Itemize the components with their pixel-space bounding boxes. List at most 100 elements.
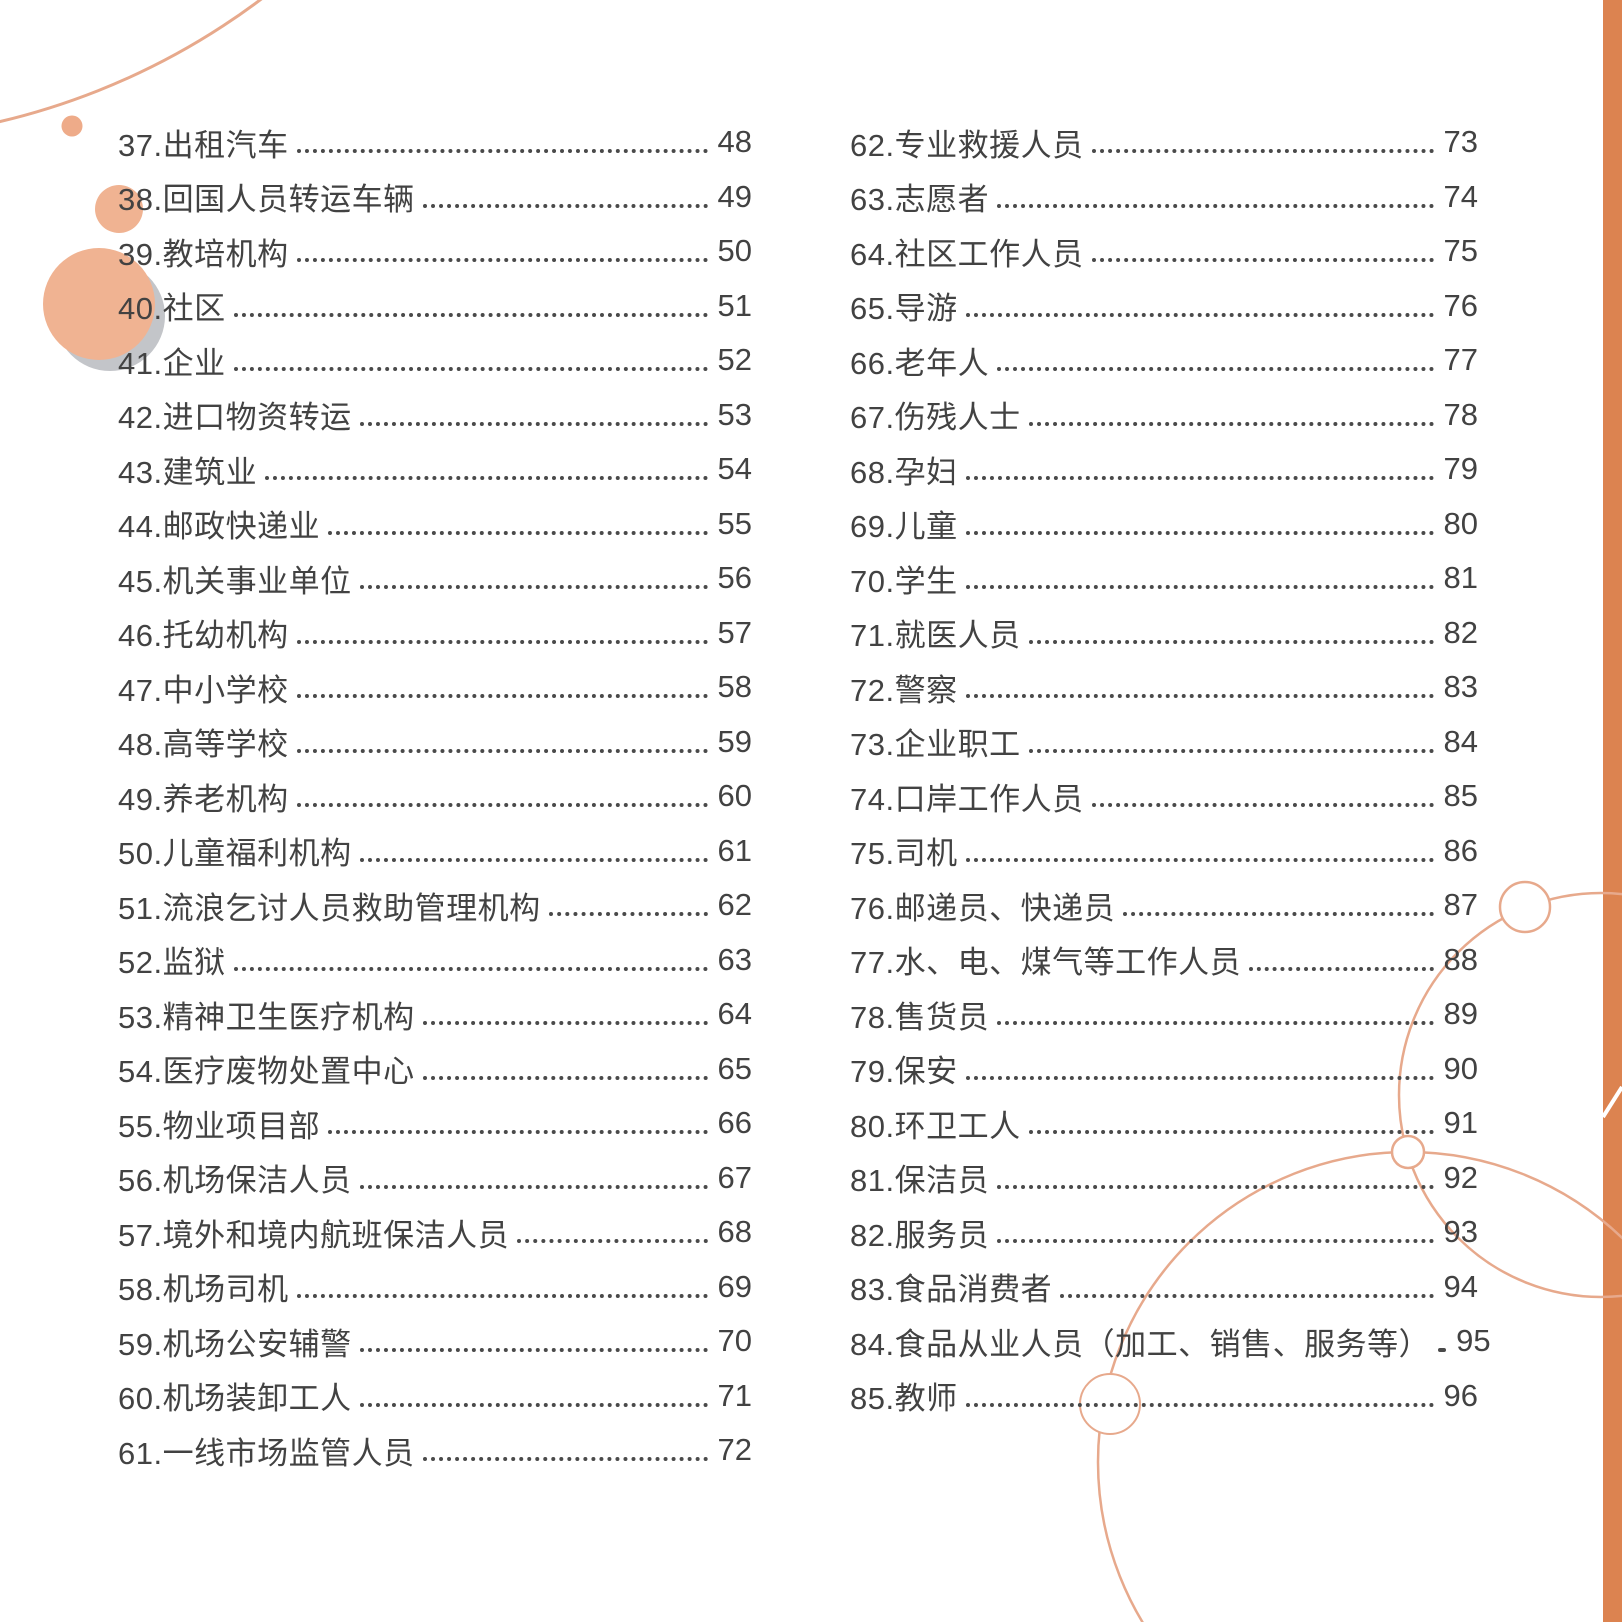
toc-entry-page: 82 — [1443, 614, 1478, 650]
dot-leader — [1123, 912, 1434, 917]
toc-entry-title: 84.食品从业人员（加工、销售、服务等） — [850, 1326, 1431, 1362]
accent-bar — [1603, 0, 1622, 1622]
toc-entry-page: 68 — [717, 1214, 752, 1250]
toc-entry-page: 91 — [1443, 1105, 1478, 1141]
toc-entry-page: 73 — [1443, 124, 1478, 160]
dot-leader — [359, 1402, 708, 1407]
toc-entry-title: 46.托幼机构 — [118, 618, 289, 654]
dot-leader — [296, 258, 708, 263]
toc-entry-title: 81.保洁员 — [850, 1163, 990, 1199]
toc-entry: 39.教培机构 50 — [118, 224, 752, 279]
toc-entry-title: 71.就医人员 — [850, 618, 1021, 654]
toc-column-left: 37.出租汽车 48 38.回国人员转运车辆 49 39.教培机构 50 40.社区 51 41… — [118, 115, 752, 1478]
dot-leader — [233, 312, 708, 317]
dot-leader — [359, 421, 708, 426]
toc-entry: 72.警察 83 — [850, 660, 1478, 715]
toc-entry: 75.司机 86 — [850, 824, 1478, 879]
dot-leader — [997, 1184, 1434, 1189]
toc-entry: 76.邮递员、快递员 87 — [850, 878, 1478, 933]
dot-leader — [517, 1239, 708, 1244]
dot-leader — [422, 1457, 708, 1462]
dot-leader — [265, 476, 708, 481]
toc-entry: 77.水、电、煤气等工作人员 88 — [850, 933, 1478, 988]
toc-entry-page: 58 — [717, 669, 752, 705]
toc-entry-page: 89 — [1443, 996, 1478, 1032]
toc-entry-page: 49 — [717, 178, 752, 214]
toc-entry: 54.医疗废物处置中心 65 — [118, 1042, 752, 1097]
toc-entry-title: 42.进口物资转运 — [118, 400, 352, 436]
toc-entry: 80.环卫工人 91 — [850, 1096, 1478, 1151]
dot-leader — [1028, 748, 1434, 753]
dot-leader — [422, 1075, 708, 1080]
toc-entry: 47.中小学校 58 — [118, 660, 752, 715]
toc-entry-page: 55 — [717, 505, 752, 541]
dot-leader — [1249, 966, 1434, 971]
toc-entry: 83.食品消费者 94 — [850, 1260, 1478, 1315]
toc-entry: 57.境外和境内航班保洁人员 68 — [118, 1205, 752, 1260]
toc-entry: 38.回国人员转运车辆 49 — [118, 170, 752, 225]
dot-leader — [1091, 803, 1434, 808]
toc-entry-title: 85.教师 — [850, 1381, 958, 1417]
toc-entry-title: 74.口岸工作人员 — [850, 781, 1084, 817]
toc-entry: 42.进口物资转运 53 — [118, 388, 752, 443]
toc-entry-title: 82.服务员 — [850, 1217, 990, 1253]
toc-entry-title: 64.社区工作人员 — [850, 236, 1084, 272]
toc-entry-title: 67.伤残人士 — [850, 400, 1021, 436]
toc-entry-title: 79.保安 — [850, 1054, 958, 1090]
toc-entry: 82.服务员 93 — [850, 1205, 1478, 1260]
toc-entry: 55.物业项目部 66 — [118, 1096, 752, 1151]
toc-entry-page: 50 — [717, 233, 752, 269]
dot-leader — [296, 748, 708, 753]
toc-entry-title: 70.学生 — [850, 563, 958, 599]
dot-leader — [997, 203, 1434, 208]
toc-entry: 43.建筑业 54 — [118, 442, 752, 497]
decor-dot-small — [61, 115, 83, 137]
toc-entry-title: 54.医疗废物处置中心 — [118, 1054, 415, 1090]
toc-entry-title: 58.机场司机 — [118, 1272, 289, 1308]
toc-entry-title: 78.售货员 — [850, 999, 990, 1035]
toc-entry-page: 61 — [717, 832, 752, 868]
dot-leader — [965, 312, 1434, 317]
toc-entry-page: 72 — [717, 1432, 752, 1468]
toc-entry-page: 75 — [1443, 233, 1478, 269]
dot-leader — [965, 585, 1434, 590]
toc-entry-title: 72.警察 — [850, 672, 958, 708]
dot-leader — [422, 1021, 708, 1026]
dot-leader — [1091, 258, 1434, 263]
toc-entry: 61.一线市场监管人员 72 — [118, 1423, 752, 1478]
toc-entry-title: 55.物业项目部 — [118, 1108, 321, 1144]
toc-entry-page: 48 — [717, 124, 752, 160]
toc-entry-page: 67 — [717, 1159, 752, 1195]
toc-entry: 56.机场保洁人员 67 — [118, 1151, 752, 1206]
toc-entry-title: 40.社区 — [118, 291, 226, 327]
toc-entry-title: 51.流浪乞讨人员救助管理机构 — [118, 890, 541, 926]
toc-entry-page: 57 — [717, 614, 752, 650]
toc-entry: 66.老年人 77 — [850, 333, 1478, 388]
toc-entry-page: 94 — [1443, 1268, 1478, 1304]
dot-leader — [997, 1239, 1434, 1244]
decor-bar-notch — [1601, 1085, 1622, 1119]
toc-entry: 41.企业 52 — [118, 333, 752, 388]
toc-entry-title: 47.中小学校 — [118, 672, 289, 708]
toc-entry-title: 48.高等学校 — [118, 727, 289, 763]
toc-entry-title: 41.企业 — [118, 345, 226, 381]
toc-entry: 64.社区工作人员 75 — [850, 224, 1478, 279]
toc-entry-page: 84 — [1443, 723, 1478, 759]
toc-entry: 63.志愿者 74 — [850, 170, 1478, 225]
dot-leader — [422, 203, 708, 208]
toc-entry: 65.导游 76 — [850, 279, 1478, 334]
toc-entry-page: 79 — [1443, 451, 1478, 487]
toc-entry-page: 65 — [717, 1050, 752, 1086]
toc-entry-page: 90 — [1443, 1050, 1478, 1086]
toc-entry-title: 63.志愿者 — [850, 182, 990, 218]
dot-leader — [965, 1402, 1434, 1407]
dot-leader — [296, 639, 708, 644]
toc-entry-page: 95 — [1456, 1323, 1491, 1359]
dot-leader — [233, 367, 708, 372]
toc-entry-title: 76.邮递员、快递员 — [850, 890, 1116, 926]
dot-leader — [997, 367, 1434, 372]
toc-entry: 70.学生 81 — [850, 551, 1478, 606]
toc-entry: 59.机场公安辅警 70 — [118, 1314, 752, 1369]
